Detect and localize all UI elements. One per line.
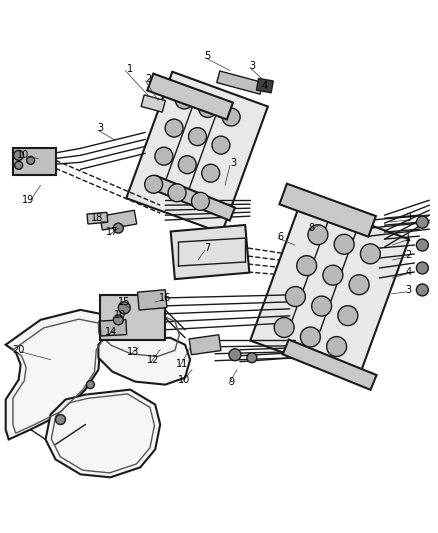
Polygon shape [171,225,249,279]
Text: 3: 3 [405,285,411,295]
Circle shape [417,216,428,228]
Circle shape [274,318,294,337]
Circle shape [360,244,380,264]
Circle shape [178,156,196,174]
Circle shape [297,256,317,276]
Circle shape [175,91,193,109]
Circle shape [168,184,186,202]
Circle shape [222,108,240,126]
Circle shape [56,415,66,424]
Text: 6: 6 [278,232,284,242]
Circle shape [300,327,320,347]
Circle shape [323,265,343,285]
Circle shape [202,164,220,182]
Text: 8: 8 [309,223,315,233]
Circle shape [327,337,346,357]
Circle shape [212,136,230,154]
Polygon shape [87,212,108,224]
Polygon shape [141,95,166,112]
Text: 2: 2 [405,250,412,260]
Text: 18: 18 [91,213,103,223]
Text: 10: 10 [114,310,127,320]
Circle shape [86,381,95,389]
Circle shape [417,284,428,296]
Text: 4: 4 [405,267,411,277]
Text: 20: 20 [12,345,25,355]
Text: 10: 10 [17,150,29,160]
Polygon shape [100,320,127,336]
Circle shape [229,349,241,361]
Text: 12: 12 [147,354,159,365]
Circle shape [286,287,305,306]
Text: 14: 14 [105,327,117,337]
Polygon shape [99,338,190,385]
Text: 7: 7 [204,243,210,253]
Circle shape [334,235,354,254]
Circle shape [165,119,183,137]
Circle shape [191,192,209,211]
Polygon shape [217,71,263,94]
Text: 2: 2 [145,74,152,84]
Circle shape [417,239,428,251]
Text: 3: 3 [405,213,411,223]
Polygon shape [189,335,221,355]
Polygon shape [100,210,137,230]
Polygon shape [250,200,409,380]
Text: 5: 5 [204,51,210,61]
Text: 13: 13 [127,347,139,357]
Circle shape [27,156,35,164]
Polygon shape [13,148,56,175]
Polygon shape [46,390,160,478]
Polygon shape [283,340,377,390]
Circle shape [188,127,206,146]
Circle shape [118,302,130,314]
Circle shape [349,275,369,295]
Polygon shape [100,295,165,340]
Text: 19: 19 [21,195,34,205]
Circle shape [338,306,358,326]
Text: 10: 10 [178,375,190,385]
Circle shape [199,100,217,117]
Circle shape [308,225,328,245]
Circle shape [155,147,173,165]
Circle shape [113,223,124,233]
Circle shape [14,161,23,169]
Circle shape [247,353,257,362]
Circle shape [145,175,162,193]
Text: 9: 9 [228,377,234,386]
Text: 3: 3 [249,61,255,71]
Circle shape [113,315,124,325]
Text: 11: 11 [176,359,188,369]
Text: 1: 1 [405,233,411,243]
Circle shape [417,262,428,274]
Polygon shape [257,78,273,93]
Circle shape [14,150,24,160]
Circle shape [312,296,332,316]
Text: 3: 3 [97,124,103,133]
Polygon shape [6,310,110,439]
Polygon shape [147,74,233,119]
Text: 17: 17 [106,227,119,237]
Text: 16: 16 [159,293,171,303]
Text: 3: 3 [230,158,236,168]
Text: 15: 15 [118,297,131,307]
Polygon shape [138,290,167,310]
Text: 4: 4 [262,80,268,91]
Polygon shape [126,72,268,233]
Text: 1: 1 [127,63,133,74]
Polygon shape [151,176,235,221]
Polygon shape [279,184,376,237]
